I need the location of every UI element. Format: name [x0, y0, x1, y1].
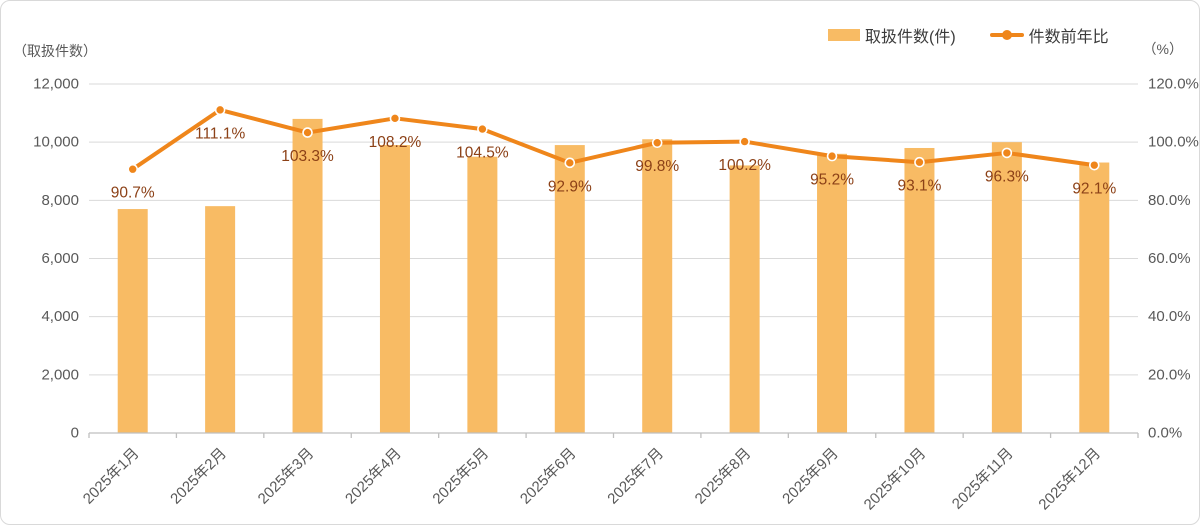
bar-2025年9月: [817, 153, 848, 434]
bar-2025年3月: [292, 118, 323, 434]
legend-item-line: 件数前年比: [989, 23, 1109, 47]
x-category-label: 2025年6月: [517, 445, 580, 508]
bar-2025年1月: [117, 209, 148, 433]
x-category-label: 2025年9月: [779, 445, 842, 508]
bar-2025年2月: [205, 206, 236, 433]
yoy-data-label: 104.5%: [456, 145, 509, 162]
left-axis-tick-label: 0: [71, 425, 79, 442]
yoy-line: [130, 107, 1097, 172]
x-category-label: 2025年3月: [255, 445, 318, 508]
left-axis-tick-label: 2,000: [41, 366, 79, 383]
bar-2025年5月: [467, 156, 498, 434]
line-marker-2025年8月: [739, 136, 750, 147]
right-axis-tick-label: 120.0%: [1148, 76, 1199, 93]
yoy-data-label: 92.9%: [548, 178, 592, 195]
yoy-data-label: 111.1%: [195, 125, 245, 142]
bar-2025年4月: [379, 145, 410, 433]
right-axis-tick-label: 40.0%: [1148, 308, 1191, 325]
bar-series-swatch-icon: [828, 29, 860, 41]
yoy-data-label: 103.3%: [281, 148, 334, 165]
line-marker-2025年12月: [1088, 159, 1100, 171]
yoy-data-label: 108.2%: [369, 134, 422, 151]
line-marker-2025年5月: [477, 123, 488, 135]
bar-2025年6月: [554, 145, 585, 433]
legend-label-bars: 取扱件数(件): [865, 29, 956, 46]
bar-2025年8月: [729, 165, 760, 433]
x-category-label: 2025年7月: [604, 445, 667, 508]
x-category-label: 2025年10月: [861, 445, 930, 514]
x-category-label: 2025年12月: [1035, 445, 1104, 514]
legend-item-bars: 取扱件数(件): [828, 23, 956, 47]
line-marker-2025年11月: [1001, 147, 1013, 159]
x-category-label: 2025年2月: [167, 445, 230, 508]
right-axis-unit-label: （%）: [1142, 41, 1183, 57]
left-axis-tick-label: 8,000: [41, 192, 79, 209]
yoy-data-label: 96.3%: [985, 168, 1029, 185]
line-marker-2025年1月: [127, 163, 139, 175]
right-axis-tick-label: 20.0%: [1148, 366, 1191, 383]
line-marker-2025年6月: [564, 157, 576, 169]
line-marker-2025年9月: [826, 150, 838, 162]
left-axis-tick-label: 4,000: [41, 308, 79, 325]
yoy-data-label: 100.2%: [718, 157, 771, 174]
x-category-label: 2025年4月: [342, 445, 405, 508]
right-axis-tick-label: 60.0%: [1148, 250, 1191, 267]
yoy-data-label: 99.8%: [635, 158, 679, 175]
legend: 取扱件数(件) 件数前年比: [828, 23, 1109, 47]
right-axis-tick-label: 0.0%: [1148, 425, 1182, 442]
x-category-label: 2025年11月: [949, 445, 1017, 513]
right-axis-tick-label: 80.0%: [1148, 192, 1191, 209]
yoy-data-label: 92.1%: [1072, 181, 1116, 198]
line-marker-2025年7月: [651, 137, 663, 149]
x-category-label: 2025年1月: [80, 445, 143, 508]
x-category-label: 2025年5月: [429, 445, 492, 508]
line-marker-2025年10月: [914, 156, 925, 168]
bar-2025年10月: [904, 147, 935, 433]
yoy-data-label: 93.1%: [897, 178, 941, 195]
left-axis-tick-label: 12,000: [33, 76, 79, 93]
yoy-data-label: 90.7%: [111, 185, 155, 202]
bar-2025年12月: [1079, 162, 1110, 433]
left-axis-unit-label: （取扱件数）: [13, 43, 97, 59]
left-axis-tick-label: 6,000: [41, 250, 79, 267]
bar-2025年7月: [642, 139, 673, 433]
line-marker-2025年2月: [214, 104, 226, 116]
right-axis-tick-label: 100.0%: [1148, 134, 1199, 151]
x-category-label: 2025年8月: [692, 445, 755, 508]
line-marker-2025年4月: [389, 113, 401, 124]
line-series-swatch-icon: [989, 29, 1024, 41]
bar-2025年11月: [991, 142, 1022, 433]
legend-label-line: 件数前年比: [1028, 29, 1109, 46]
line-marker-2025年3月: [302, 127, 313, 138]
yoy-data-label: 95.2%: [810, 172, 854, 189]
left-axis-tick-label: 10,000: [33, 134, 79, 151]
